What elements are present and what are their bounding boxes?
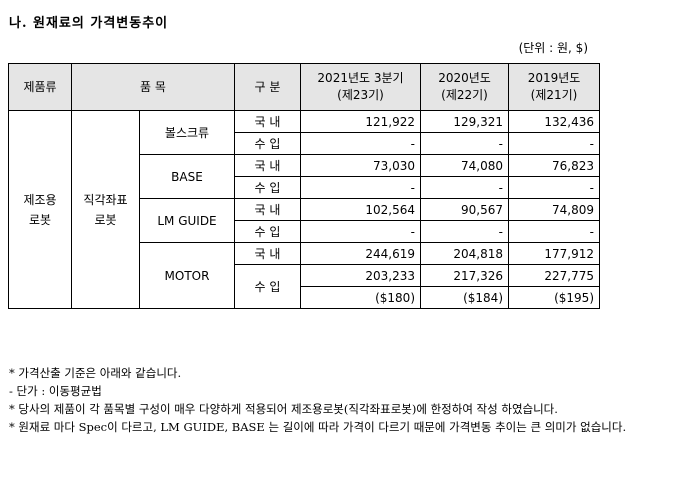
usd-value-cell: ($184)	[420, 286, 509, 309]
header-period-label: 2019년도	[527, 71, 581, 85]
value-cell: -	[300, 176, 421, 199]
value-cell: 90,567	[420, 198, 509, 221]
table-row: 제조용 로봇 직각좌표 로봇 볼스크류 국 내 121,922 129,321 …	[8, 110, 600, 309]
division-cell: 수 입	[234, 132, 301, 155]
header-period-2019: 2019년도 (제21기)	[508, 63, 600, 111]
subcategory-line: 로봇	[94, 212, 117, 227]
price-trend-table: 제품류 품 목 구 분 2021년도 3분기 (제23기) 2020년도 (제2…	[8, 63, 600, 309]
note-line: * 가격산출 기준은 아래와 같습니다.	[9, 366, 182, 380]
notes-section: * 가격산출 기준은 아래와 같습니다. - 단가 : 이동평균법 * 당사의 …	[9, 364, 669, 436]
category-line: 로봇	[28, 212, 52, 227]
header-period-label: 2020년도	[438, 71, 491, 85]
unit-label: (단위 : 원, $)	[518, 41, 588, 55]
value-cell: 204,818	[420, 242, 509, 265]
division-cell: 국 내	[234, 110, 301, 133]
value-cell: -	[508, 132, 600, 155]
note-line: * 당사의 제품이 각 품목별 구성이 매우 다양하게 적용되어 제조용로봇(직…	[9, 402, 558, 416]
header-period-term: (제21기)	[530, 88, 578, 102]
value-cell: -	[420, 220, 509, 243]
value-cell: 177,912	[508, 242, 600, 265]
section-title: 나. 원재료의 가격변동추이	[9, 16, 169, 31]
note-line: * 원재료 마다 Spec이 다르고, LM GUIDE, BASE 는 길이에…	[9, 420, 627, 434]
value-cell: 74,809	[508, 198, 600, 221]
header-period-2021q3: 2021년도 3분기 (제23기)	[300, 63, 421, 111]
value-cell: -	[300, 220, 421, 243]
value-cell: -	[420, 176, 509, 199]
header-period-label: 2021년도 3분기	[317, 71, 404, 85]
header-item: 품 목	[71, 63, 235, 111]
value-cell: 217,326	[420, 264, 509, 287]
note-line: - 단가 : 이동평균법	[9, 384, 102, 398]
header-category: 제품류	[8, 63, 72, 111]
item-lm-guide: LM GUIDE	[139, 198, 235, 243]
table-row: 수 입 203,233 217,326 227,775	[9, 264, 600, 309]
category-cell: 제조용 로봇	[8, 110, 72, 309]
category-line: 제조용	[23, 192, 57, 207]
subcategory-line: 직각좌표	[83, 192, 128, 207]
subcategory-cell: 직각좌표 로봇	[71, 110, 140, 309]
item-motor: MOTOR	[139, 242, 235, 309]
division-cell: 국 내	[234, 198, 301, 221]
value-cell: 102,564	[300, 198, 421, 221]
header-period-2020: 2020년도 (제22기)	[420, 63, 509, 111]
value-cell: 73,030	[300, 154, 421, 177]
value-cell: -	[508, 176, 600, 199]
division-cell: 국 내	[234, 242, 301, 265]
division-cell: 수 입	[234, 220, 301, 243]
value-cell: 129,321	[420, 110, 509, 133]
table-row: ($180) ($184) ($195)	[9, 286, 600, 309]
table-row: BASE 국 내 73,030 74,080 76,823	[9, 154, 600, 199]
value-cell: -	[300, 132, 421, 155]
value-cell: -	[508, 220, 600, 243]
table-row: MOTOR 국 내 244,619 204,818 177,912	[9, 242, 600, 309]
value-cell: 76,823	[508, 154, 600, 177]
header-division: 구 분	[234, 63, 301, 111]
value-cell: 74,080	[420, 154, 509, 177]
division-cell: 국 내	[234, 154, 301, 177]
value-cell: 132,436	[508, 110, 600, 133]
item-base: BASE	[139, 154, 235, 199]
value-cell: 244,619	[300, 242, 421, 265]
value-cell: -	[420, 132, 509, 155]
usd-value-cell: ($180)	[300, 286, 421, 309]
table-row: 수 입 - - -	[9, 132, 600, 155]
value-cell: 227,775	[508, 264, 600, 287]
table-header-row: 제품류 품 목 구 분 2021년도 3분기 (제23기) 2020년도 (제2…	[8, 63, 600, 111]
usd-value-cell: ($195)	[508, 286, 600, 309]
header-period-term: (제23기)	[337, 88, 384, 102]
item-ballscrew: 볼스크류	[139, 110, 235, 155]
value-cell: 121,922	[300, 110, 421, 133]
division-cell: 수 입	[234, 264, 301, 309]
division-cell: 수 입	[234, 176, 301, 199]
value-cell: 203,233	[300, 264, 421, 287]
header-period-term: (제22기)	[441, 88, 488, 102]
